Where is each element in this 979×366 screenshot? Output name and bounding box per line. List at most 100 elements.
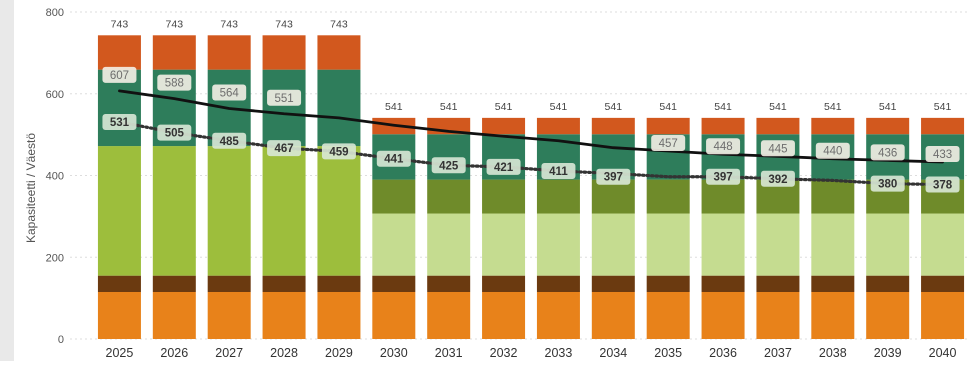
bar-segment (702, 214, 745, 276)
y-tick-label: 800 (46, 7, 64, 19)
bar-segment (482, 118, 525, 134)
bar-segment (263, 35, 306, 69)
bar-segment (592, 118, 635, 134)
y-tick-label: 400 (46, 171, 64, 183)
bar-segment (317, 292, 360, 339)
dotted-line-value-label: 441 (384, 154, 404, 166)
bar-segment (208, 292, 251, 339)
bar-segment (372, 214, 415, 276)
bar-total-label: 743 (275, 18, 293, 30)
dotted-line-value-label: 425 (439, 160, 459, 172)
bar-segment (592, 292, 635, 339)
bar-total-label: 541 (769, 101, 787, 113)
x-tick-label: 2028 (270, 346, 298, 360)
bar-segment (98, 35, 141, 69)
bar-segment (756, 292, 799, 339)
y-tick-label: 200 (46, 252, 64, 264)
bar-segment (98, 276, 141, 292)
x-tick-label: 2025 (106, 346, 134, 360)
bar-segment (153, 276, 196, 292)
bar-segment (537, 214, 580, 276)
x-tick-label: 2031 (435, 346, 463, 360)
x-tick-label: 2032 (490, 346, 518, 360)
bar-segment (811, 118, 854, 134)
dotted-line-value-label: 397 (713, 172, 732, 184)
dotted-line-value-label: 531 (110, 117, 130, 129)
solid-line-value-label: 457 (659, 138, 678, 150)
bar-segment (811, 292, 854, 339)
bar-total-label: 541 (659, 101, 677, 113)
bar-segment (537, 276, 580, 292)
bar-segment (98, 146, 141, 276)
bar-segment (647, 118, 690, 134)
bar-total-label: 743 (220, 18, 238, 30)
bar-total-label: 541 (385, 101, 403, 113)
dotted-line-value-label: 397 (604, 172, 623, 184)
x-tick-label: 2036 (709, 346, 737, 360)
solid-line-value-label: 436 (878, 147, 897, 159)
bar-segment (482, 180, 525, 214)
bar-total-label: 541 (495, 101, 513, 113)
bar-segment (427, 180, 470, 214)
x-tick-label: 2027 (215, 346, 243, 360)
dotted-line-value-label: 380 (878, 179, 897, 191)
bar-segment (866, 276, 909, 292)
bar-total-label: 541 (934, 101, 952, 113)
x-tick-label: 2039 (874, 346, 902, 360)
bar-segment (208, 276, 251, 292)
bar-segment (482, 276, 525, 292)
bar-segment (647, 214, 690, 276)
bar-segment (866, 292, 909, 339)
solid-line-value-label: 551 (274, 93, 293, 105)
bar-segment (702, 118, 745, 134)
bar-segment (427, 292, 470, 339)
bar-total-label: 541 (440, 101, 458, 113)
bar-segment (921, 292, 964, 339)
bar-segment (921, 118, 964, 134)
bar-segment (153, 146, 196, 276)
bar-segment (263, 146, 306, 276)
bar-segment (592, 276, 635, 292)
bar-segment (317, 70, 360, 146)
bar-segment (537, 292, 580, 339)
solid-line-value-label: 433 (933, 149, 952, 161)
bar-segment (866, 118, 909, 134)
bar-segment (98, 292, 141, 339)
bar-segment (208, 35, 251, 69)
bar-segment (317, 35, 360, 69)
bar-segment (811, 276, 854, 292)
x-tick-label: 2040 (929, 346, 957, 360)
dotted-line-value-label: 467 (274, 143, 293, 155)
dotted-line-value-label: 485 (220, 136, 240, 148)
bar-total-label: 541 (605, 101, 623, 113)
bar-segment (647, 292, 690, 339)
bar-segment (372, 292, 415, 339)
bar-segment (153, 35, 196, 69)
left-panel-strip (0, 0, 14, 361)
bar-segment (427, 276, 470, 292)
solid-line-value-label: 607 (110, 70, 129, 82)
bar-segment (921, 214, 964, 276)
x-tick-label: 2030 (380, 346, 408, 360)
bar-segment (208, 146, 251, 276)
bar-segment (592, 214, 635, 276)
bar-segment (647, 180, 690, 214)
dotted-line-value-label: 459 (329, 146, 348, 158)
bar-segment (756, 276, 799, 292)
x-tick-label: 2038 (819, 346, 847, 360)
bar-segment (811, 214, 854, 276)
bar-total-label: 541 (550, 101, 568, 113)
dotted-line-value-label: 421 (494, 162, 514, 174)
dotted-line-value-label: 392 (768, 174, 787, 186)
x-tick-label: 2035 (654, 346, 682, 360)
bar-segment (153, 292, 196, 339)
bar-segment (263, 276, 306, 292)
bar-segment (482, 214, 525, 276)
solid-line-value-label: 440 (823, 146, 842, 158)
solid-line-value-label: 448 (713, 141, 732, 153)
solid-line-value-label: 445 (768, 143, 787, 155)
bar-total-label: 743 (111, 18, 129, 30)
bar-segment (263, 292, 306, 339)
x-tick-label: 2037 (764, 346, 792, 360)
dotted-line-value-label: 505 (165, 128, 185, 140)
